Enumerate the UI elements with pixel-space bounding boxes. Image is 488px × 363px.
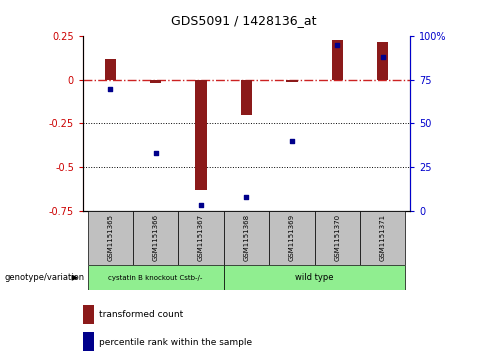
Point: [197, 203, 205, 208]
Bar: [331, 40, 343, 80]
Point: [106, 86, 114, 91]
FancyBboxPatch shape: [87, 211, 133, 265]
Bar: [83, 305, 94, 324]
Point: [152, 150, 160, 156]
Point: [243, 194, 250, 200]
Text: percentile rank within the sample: percentile rank within the sample: [99, 338, 252, 347]
Text: GSM1151369: GSM1151369: [289, 214, 295, 261]
Text: transformed count: transformed count: [99, 310, 183, 319]
Text: wild type: wild type: [295, 273, 334, 282]
Text: genotype/variation: genotype/variation: [5, 273, 85, 282]
FancyBboxPatch shape: [224, 211, 269, 265]
FancyBboxPatch shape: [269, 211, 315, 265]
Text: GSM1151370: GSM1151370: [334, 214, 340, 261]
Bar: [377, 41, 388, 80]
FancyBboxPatch shape: [133, 211, 178, 265]
FancyBboxPatch shape: [224, 265, 406, 290]
Text: GSM1151367: GSM1151367: [198, 214, 204, 261]
FancyBboxPatch shape: [87, 265, 224, 290]
Text: GSM1151365: GSM1151365: [107, 214, 113, 261]
Bar: [104, 59, 116, 80]
Text: GSM1151368: GSM1151368: [244, 214, 249, 261]
Point: [288, 138, 296, 144]
FancyBboxPatch shape: [315, 211, 360, 265]
Text: cystatin B knockout Cstb-/-: cystatin B knockout Cstb-/-: [108, 275, 203, 281]
Bar: [150, 80, 162, 83]
Text: GSM1151371: GSM1151371: [380, 214, 386, 261]
Point: [333, 42, 341, 48]
Point: [379, 54, 386, 60]
Bar: [83, 333, 94, 351]
Bar: [195, 80, 207, 189]
Bar: [241, 80, 252, 115]
Bar: [286, 80, 298, 82]
Text: GSM1151366: GSM1151366: [153, 214, 159, 261]
FancyBboxPatch shape: [178, 211, 224, 265]
Text: GDS5091 / 1428136_at: GDS5091 / 1428136_at: [171, 15, 317, 28]
FancyBboxPatch shape: [360, 211, 406, 265]
